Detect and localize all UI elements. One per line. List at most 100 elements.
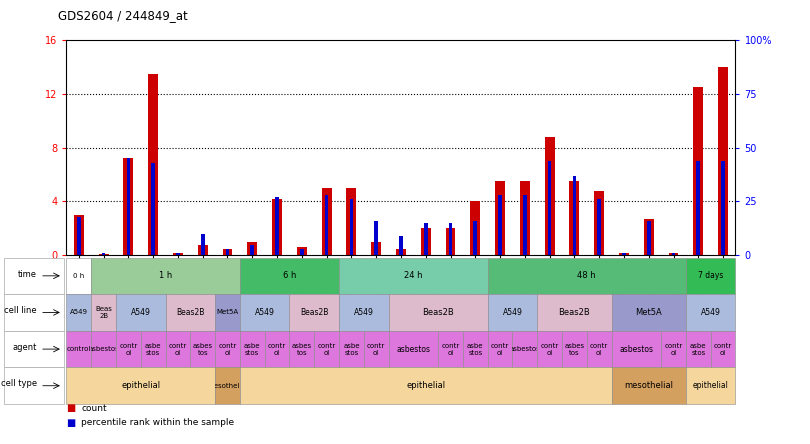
- Bar: [350, 199, 353, 255]
- Text: asbestos: asbestos: [88, 346, 119, 352]
- Bar: [126, 159, 130, 255]
- Text: contr
ol: contr ol: [540, 343, 559, 356]
- Text: asbestos: asbestos: [620, 345, 654, 353]
- Text: 1 h: 1 h: [159, 271, 173, 280]
- Text: asbe
stos: asbe stos: [145, 343, 161, 356]
- Bar: [297, 247, 307, 255]
- Text: asbe
stos: asbe stos: [690, 343, 706, 356]
- Bar: [74, 215, 83, 255]
- Text: asbestos: asbestos: [509, 346, 540, 352]
- Bar: [647, 221, 650, 255]
- Text: asbe
stos: asbe stos: [467, 343, 484, 356]
- Bar: [102, 253, 105, 255]
- Bar: [446, 228, 455, 255]
- Bar: [622, 253, 626, 255]
- Bar: [595, 191, 604, 255]
- Bar: [198, 245, 207, 255]
- Text: A549: A549: [701, 308, 721, 317]
- Text: 24 h: 24 h: [404, 271, 423, 280]
- Text: A549: A549: [354, 308, 373, 317]
- Text: contr
ol: contr ol: [441, 343, 459, 356]
- Text: 48 h: 48 h: [578, 271, 596, 280]
- Text: agent: agent: [13, 343, 37, 352]
- Text: contr
ol: contr ol: [590, 343, 608, 356]
- Bar: [223, 249, 232, 255]
- Text: Beas2B: Beas2B: [300, 308, 328, 317]
- Bar: [250, 245, 254, 255]
- Bar: [420, 228, 431, 255]
- Text: contr
ol: contr ol: [268, 343, 286, 356]
- Text: epithelial: epithelial: [122, 381, 160, 390]
- Bar: [548, 161, 552, 255]
- Text: 0 h: 0 h: [73, 273, 84, 279]
- Text: Met5A: Met5A: [216, 309, 239, 316]
- Text: control: control: [66, 346, 91, 352]
- Text: A549: A549: [502, 308, 522, 317]
- Bar: [325, 195, 329, 255]
- Bar: [495, 181, 505, 255]
- Text: time: time: [18, 270, 37, 278]
- Bar: [721, 161, 725, 255]
- Bar: [247, 242, 258, 255]
- Bar: [300, 249, 304, 255]
- Bar: [424, 223, 428, 255]
- Bar: [471, 202, 480, 255]
- Text: asbe
stos: asbe stos: [244, 343, 261, 356]
- Text: contr
ol: contr ol: [367, 343, 386, 356]
- Text: contr
ol: contr ol: [119, 343, 138, 356]
- Bar: [520, 181, 530, 255]
- Bar: [176, 253, 180, 255]
- Bar: [151, 163, 155, 255]
- Bar: [449, 223, 452, 255]
- Text: asbes
tos: asbes tos: [292, 343, 312, 356]
- Bar: [668, 253, 679, 255]
- Bar: [693, 87, 703, 255]
- Bar: [619, 253, 629, 255]
- Bar: [347, 188, 356, 255]
- Text: asbes
tos: asbes tos: [565, 343, 585, 356]
- Text: A549: A549: [131, 308, 151, 317]
- Bar: [569, 181, 579, 255]
- Text: GDS2604 / 244849_at: GDS2604 / 244849_at: [58, 9, 188, 22]
- Bar: [123, 159, 134, 255]
- Bar: [597, 199, 601, 255]
- Bar: [544, 137, 555, 255]
- Bar: [498, 195, 502, 255]
- Bar: [399, 236, 403, 255]
- Text: Beas2B: Beas2B: [176, 308, 204, 317]
- Text: contr
ol: contr ol: [491, 343, 509, 356]
- Bar: [77, 217, 81, 255]
- Bar: [226, 249, 229, 255]
- Text: asbestos: asbestos: [396, 345, 430, 353]
- Text: asbe
stos: asbe stos: [343, 343, 360, 356]
- Text: Beas2B: Beas2B: [559, 308, 590, 317]
- Text: epithelial: epithelial: [406, 381, 446, 390]
- Text: A549: A549: [254, 308, 275, 317]
- Text: mesothelial: mesothelial: [625, 381, 673, 390]
- Text: epithelial: epithelial: [693, 381, 729, 390]
- Text: 7 days: 7 days: [698, 271, 723, 280]
- Text: cell line: cell line: [4, 306, 37, 315]
- Text: A549: A549: [70, 309, 87, 316]
- Bar: [371, 242, 382, 255]
- Text: mesothelial: mesothelial: [207, 383, 248, 389]
- Text: cell type: cell type: [1, 379, 37, 388]
- Bar: [396, 249, 406, 255]
- Text: ■: ■: [66, 418, 75, 428]
- Bar: [573, 176, 576, 255]
- Text: contr
ol: contr ol: [168, 343, 187, 356]
- Bar: [473, 221, 477, 255]
- Bar: [523, 195, 526, 255]
- Bar: [173, 253, 183, 255]
- Text: asbes
tos: asbes tos: [193, 343, 213, 356]
- Text: contr
ol: contr ol: [664, 343, 683, 356]
- Bar: [275, 197, 279, 255]
- Text: Met5A: Met5A: [635, 308, 662, 317]
- Text: ■: ■: [66, 404, 75, 413]
- Text: percentile rank within the sample: percentile rank within the sample: [81, 418, 234, 427]
- Bar: [644, 219, 654, 255]
- Text: 6 h: 6 h: [283, 271, 296, 280]
- Text: contr
ol: contr ol: [318, 343, 335, 356]
- Bar: [272, 199, 282, 255]
- Bar: [99, 254, 109, 255]
